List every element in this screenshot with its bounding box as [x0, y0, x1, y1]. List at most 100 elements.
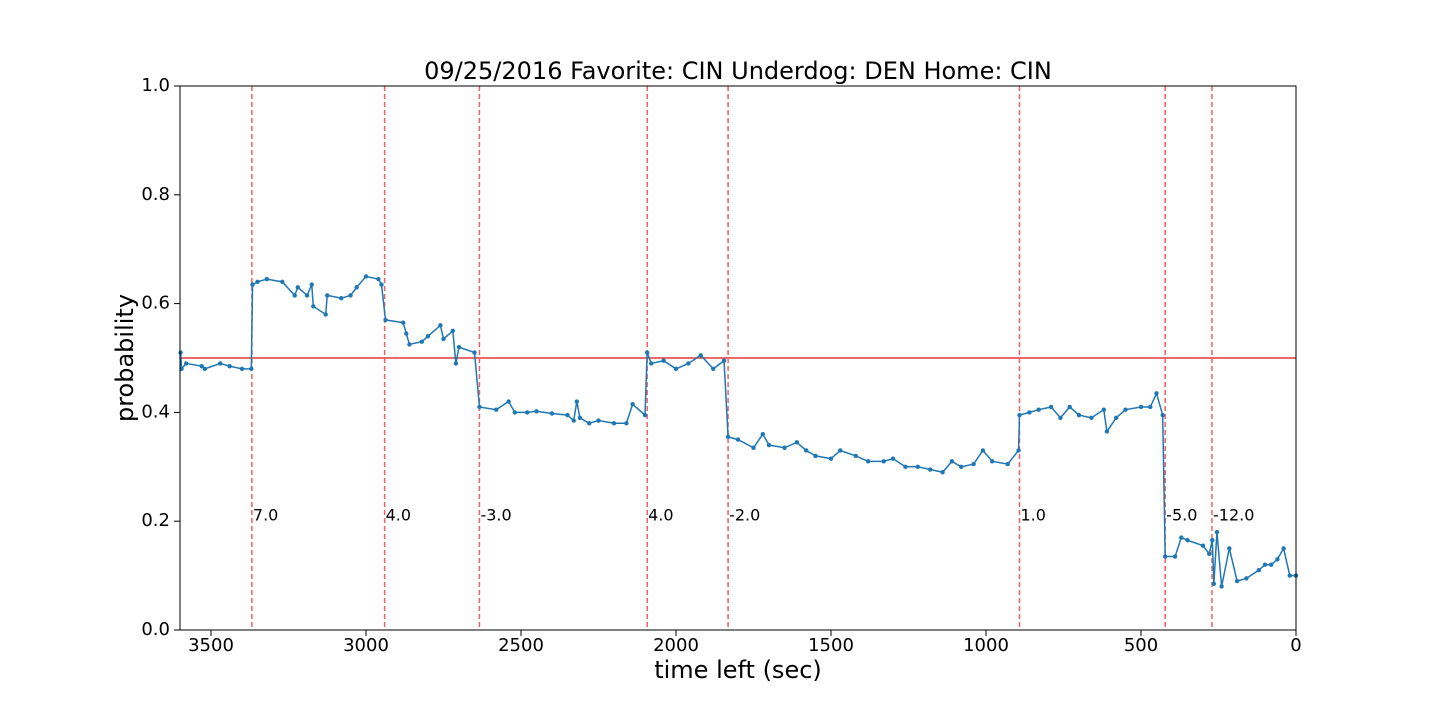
- x-tick-label: 1500: [808, 635, 854, 656]
- data-point: [890, 456, 896, 461]
- data-point: [565, 412, 570, 418]
- data-point: [549, 411, 555, 416]
- data-point: [959, 464, 964, 469]
- data-point: [1234, 578, 1240, 584]
- data-point: [1138, 404, 1144, 410]
- data-point: [401, 320, 406, 325]
- data-point: [673, 366, 679, 372]
- data-point: [1114, 415, 1119, 421]
- data-point: [325, 293, 330, 298]
- data-point: [766, 442, 772, 448]
- x-tick-label: 2500: [498, 635, 544, 656]
- data-point: [1027, 410, 1032, 415]
- data-point: [804, 448, 809, 453]
- data-point: [255, 279, 260, 285]
- data-point: [407, 342, 412, 347]
- data-point: [280, 279, 285, 285]
- data-point: [1067, 404, 1072, 410]
- data-point: [383, 317, 388, 323]
- data-point: [782, 445, 787, 450]
- event-label: 7.0: [253, 505, 278, 524]
- data-point: [813, 453, 818, 459]
- y-axis-label: probability: [111, 294, 139, 422]
- data-point: [828, 456, 834, 461]
- data-point: [711, 366, 716, 372]
- event-label: 4.0: [386, 505, 411, 524]
- data-point: [450, 328, 455, 333]
- data-point: [1154, 391, 1159, 396]
- event-label: 4.0: [648, 505, 673, 524]
- y-tick-label: 1.0: [141, 75, 170, 96]
- data-point: [295, 285, 300, 290]
- data-point: [1148, 404, 1153, 410]
- data-point: [239, 366, 245, 372]
- data-point: [661, 358, 666, 363]
- data-point: [1162, 554, 1168, 559]
- plot-frame: [179, 85, 1297, 631]
- data-point: [721, 358, 727, 363]
- data-point: [534, 409, 539, 414]
- data-point: [571, 418, 576, 423]
- data-point: [506, 399, 511, 404]
- data-point: [264, 276, 269, 282]
- data-point: [1207, 551, 1212, 557]
- data-point: [596, 418, 601, 423]
- data-point: [456, 344, 462, 350]
- data-point: [949, 459, 955, 464]
- data-point: [1016, 448, 1021, 453]
- data-point: [202, 366, 207, 372]
- data-point: [1227, 546, 1232, 551]
- data-point: [477, 404, 482, 410]
- data-point: [309, 282, 314, 287]
- data-point: [642, 412, 648, 418]
- data-point: [1076, 412, 1082, 418]
- data-point: [1048, 404, 1054, 410]
- data-point: [199, 363, 204, 369]
- data-point: [1200, 543, 1206, 548]
- data-point: [1017, 412, 1022, 418]
- data-point: [794, 440, 800, 445]
- event-label: -12.0: [1213, 505, 1254, 524]
- data-point: [1287, 573, 1293, 578]
- data-point: [574, 399, 579, 404]
- x-tick-label: 3500: [188, 635, 234, 656]
- data-point: [304, 293, 310, 298]
- data-point: [760, 431, 765, 437]
- data-point: [980, 448, 986, 453]
- data-point: [1275, 557, 1280, 562]
- data-point: [971, 461, 976, 467]
- data-point: [1036, 407, 1041, 412]
- data-point: [512, 410, 517, 415]
- data-point: [441, 336, 446, 342]
- x-tick-label: 0: [1290, 635, 1301, 656]
- data-point: [227, 363, 232, 369]
- data-point: [624, 421, 629, 426]
- data-point: [611, 421, 617, 426]
- x-tick-label: 2000: [653, 635, 699, 656]
- event-label: -3.0: [480, 505, 511, 524]
- y-tick-label: 0.6: [141, 293, 170, 314]
- data-point: [363, 274, 369, 279]
- data-point: [630, 402, 635, 407]
- data-point: [438, 323, 443, 328]
- data-point: [1219, 584, 1224, 589]
- event-label: -5.0: [1166, 505, 1197, 524]
- data-point: [1104, 429, 1110, 434]
- data-point: [218, 361, 223, 366]
- data-point: [1101, 407, 1107, 412]
- data-point: [1179, 535, 1184, 540]
- data-point: [348, 293, 353, 298]
- data-point: [323, 312, 328, 317]
- y-tick-label: 0.2: [141, 510, 170, 531]
- data-point: [1262, 562, 1268, 567]
- data-point: [178, 350, 183, 355]
- data-point: [1172, 554, 1178, 559]
- chart-title: 09/25/2016 Favorite: CIN Underdog: DEN H…: [424, 57, 1052, 85]
- data-point: [1281, 546, 1286, 551]
- x-tick-label: 500: [1124, 635, 1158, 656]
- data-point: [928, 467, 933, 472]
- data-point: [339, 295, 344, 301]
- data-point: [990, 459, 995, 464]
- data-point: [425, 334, 431, 339]
